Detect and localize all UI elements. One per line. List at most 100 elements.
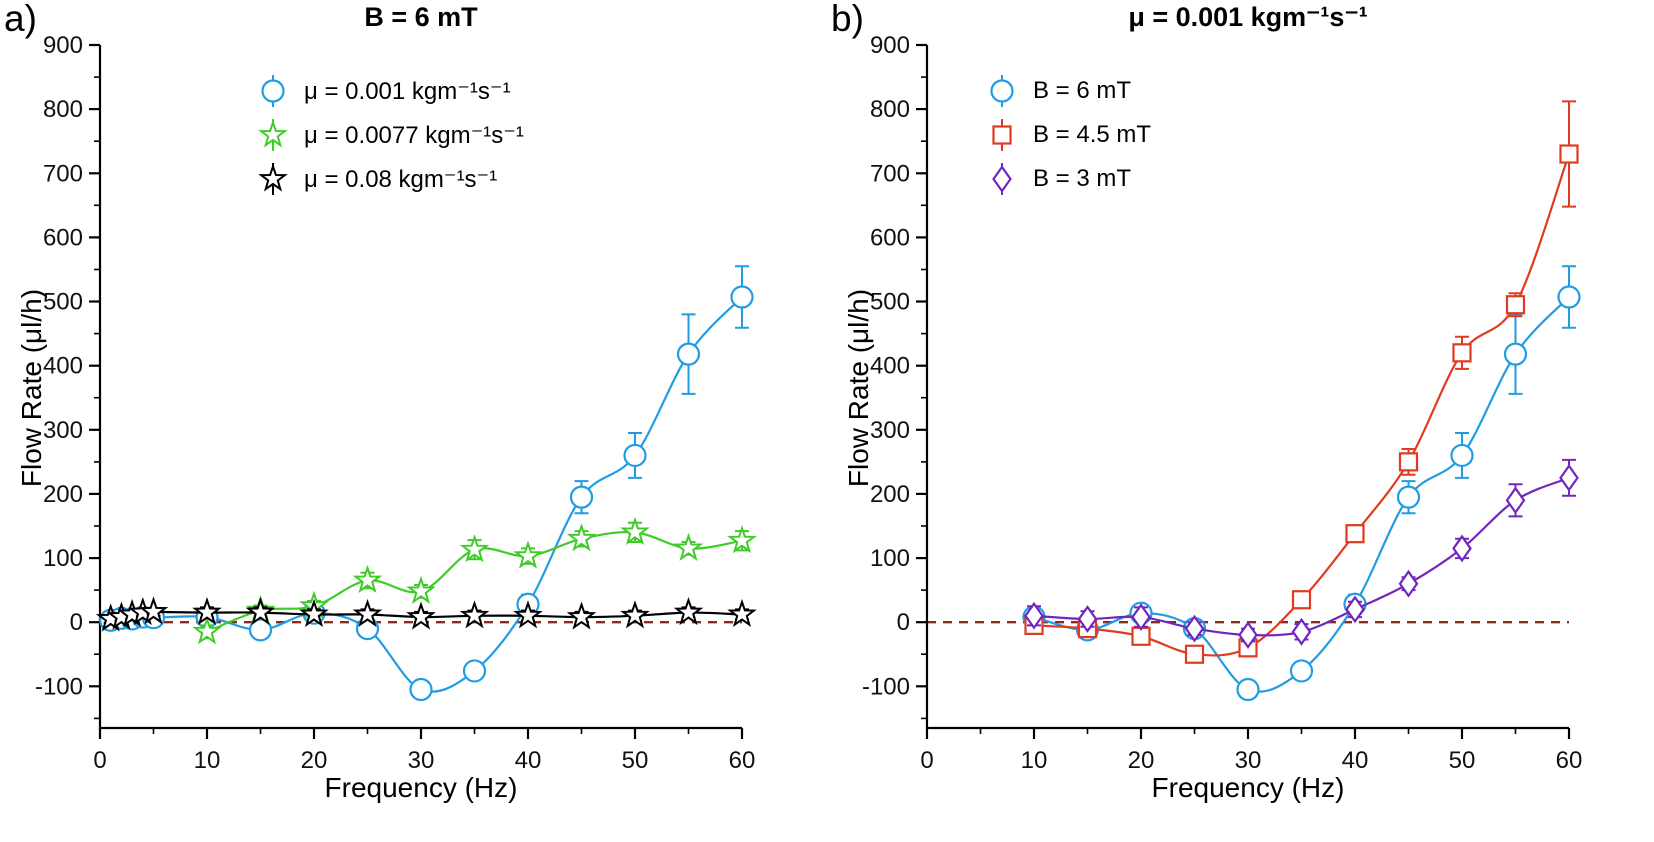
legend-item: B = 3 mT	[985, 158, 1151, 200]
legend-label: B = 3 mT	[1033, 165, 1132, 192]
legend-label: μ = 0.0077 kgm⁻¹s⁻¹	[304, 121, 524, 149]
y-tick-label: 500	[43, 289, 83, 316]
legend-label: B = 6 mT	[1033, 77, 1132, 104]
data-point-circle	[1450, 443, 1474, 468]
y-tick-label: 900	[870, 32, 910, 59]
data-point-circle	[623, 443, 647, 468]
panel-corner-label-b: b)	[831, 0, 864, 39]
data-point-star	[727, 525, 757, 554]
x-tick-label: 50	[622, 747, 649, 774]
x-tick-label: 0	[93, 747, 106, 774]
data-point-square	[1505, 295, 1526, 315]
legend-label: B = 4.5 mT	[1033, 121, 1152, 148]
data-point-circle	[1557, 285, 1581, 309]
y-tick-label: 600	[870, 224, 910, 251]
x-tick-label: 30	[1235, 747, 1262, 774]
y-tick-label: 600	[43, 224, 83, 251]
legend-item: B = 4.5 mT	[985, 114, 1151, 156]
data-point-circle	[261, 79, 285, 103]
legend-label: μ = 0.001 kgm⁻¹s⁻¹	[304, 77, 511, 105]
data-point-star	[566, 523, 597, 552]
data-point-diamond	[1291, 617, 1312, 646]
panel-title-b: μ = 0.001 kgm⁻¹s⁻¹	[1128, 2, 1368, 32]
y-tick-label: 700	[43, 160, 83, 187]
data-point-star	[727, 598, 757, 628]
data-point-square	[992, 125, 1012, 145]
y-tick-label: 500	[870, 289, 910, 316]
y-tick-label: 0	[897, 609, 910, 636]
data-point-diamond	[1345, 595, 1365, 624]
data-point-circle	[1236, 677, 1260, 702]
data-point-square	[1559, 144, 1579, 164]
data-point-diamond	[992, 165, 1012, 193]
x-tick-label: 40	[1342, 747, 1369, 774]
panel-b: -100 0 100 200 300 400 500 600 700 800 900 0 10 20 30 4…	[827, 0, 1654, 842]
y-axis-title-b: Flow Rate (μl/h)	[843, 288, 874, 488]
y-tick-label: 300	[870, 417, 910, 444]
x-tick-label: 0	[920, 747, 933, 774]
x-tick-label: 50	[1449, 747, 1476, 774]
legend-marker-icon	[992, 163, 1012, 195]
data-point-star	[566, 601, 597, 630]
data-point-star	[192, 616, 222, 645]
y-tick-label: 800	[870, 96, 910, 123]
data-point-diamond	[1077, 605, 1098, 633]
legend-item: μ = 0.0077 kgm⁻¹s⁻¹	[256, 114, 524, 156]
data-point-star	[352, 564, 383, 594]
y-tick-label: 400	[43, 353, 83, 380]
x-axis-title-a: Frequency (Hz)	[324, 772, 518, 803]
data-point-star	[459, 534, 490, 563]
legend-marker-icon	[992, 119, 1012, 151]
y-tick-label: 100	[43, 545, 83, 572]
y-tick-label: 700	[870, 160, 910, 187]
data-point-star	[299, 598, 329, 628]
data-point-diamond	[1452, 534, 1472, 563]
data-point-star	[620, 600, 650, 629]
panel-corner-label-a: a)	[4, 0, 37, 39]
data-point-circle	[409, 677, 433, 702]
x-tick-label: 60	[1556, 747, 1583, 774]
data-point-diamond	[1505, 486, 1526, 515]
data-point-square	[1345, 524, 1365, 544]
x-tick-label: 20	[1128, 747, 1155, 774]
data-point-star	[258, 163, 288, 192]
data-point-circle	[990, 79, 1014, 103]
data-point-star	[513, 540, 543, 569]
data-point-square	[1184, 644, 1205, 664]
legend-b: B = 6 mT B = 4.5 mT B = 3 mT	[985, 70, 1151, 200]
y-tick-label: -100	[35, 673, 83, 700]
legend-label: μ = 0.08 kgm⁻¹s⁻¹	[304, 165, 498, 193]
x-tick-label: 20	[301, 747, 328, 774]
data-point-diamond	[1559, 463, 1579, 492]
data-point-circle	[676, 342, 701, 366]
y-tick-label: 900	[43, 32, 83, 59]
x-tick-label: 60	[729, 747, 756, 774]
legend-a: μ = 0.001 kgm⁻¹s⁻¹ μ = 0.0077 kgm⁻¹s⁻¹ μ =…	[256, 70, 524, 200]
data-point-star	[406, 575, 436, 604]
data-point-circle	[1503, 342, 1528, 366]
data-point-star	[138, 596, 169, 625]
chart-canvas-a: -100 0 100 200 300 400 500 600 700 800 900 0 10 20 30 4…	[35, 32, 757, 774]
legend-item: B = 6 mT	[985, 70, 1151, 112]
data-point-square	[1452, 343, 1472, 363]
legend-marker-icon	[261, 75, 285, 107]
panel-title-a: B = 6 mT	[364, 2, 478, 32]
data-point-circle	[1289, 659, 1314, 683]
legend-marker-icon	[258, 119, 288, 151]
legend-marker-icon	[990, 75, 1014, 107]
y-tick-label: 0	[70, 609, 83, 636]
data-point-circle	[730, 285, 754, 309]
data-point-star	[513, 600, 543, 629]
data-point-star	[192, 597, 222, 626]
data-point-star	[245, 597, 276, 626]
data-point-diamond	[1024, 601, 1044, 630]
legend-marker-icon	[258, 163, 288, 195]
data-point-star	[673, 532, 704, 561]
y-tick-label: 100	[870, 545, 910, 572]
data-point-diamond	[1238, 621, 1258, 649]
legend-item: μ = 0.001 kgm⁻¹s⁻¹	[256, 70, 524, 112]
data-point-diamond	[1131, 603, 1151, 631]
data-point-circle	[569, 485, 594, 509]
chart-canvas-b: -100 0 100 200 300 400 500 600 700 800 900 0 10 20 30 4…	[862, 32, 1583, 774]
